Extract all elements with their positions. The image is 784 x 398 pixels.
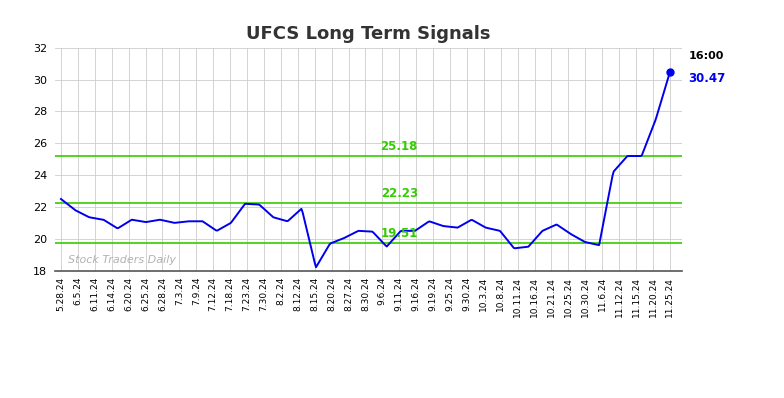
Text: Stock Traders Daily: Stock Traders Daily [68,255,176,265]
Text: 25.18: 25.18 [380,140,418,154]
Title: UFCS Long Term Signals: UFCS Long Term Signals [246,25,491,43]
Text: 16:00: 16:00 [688,51,724,61]
Text: 30.47: 30.47 [688,72,726,85]
Text: 22.23: 22.23 [381,187,418,201]
Text: 19.51: 19.51 [380,227,418,240]
